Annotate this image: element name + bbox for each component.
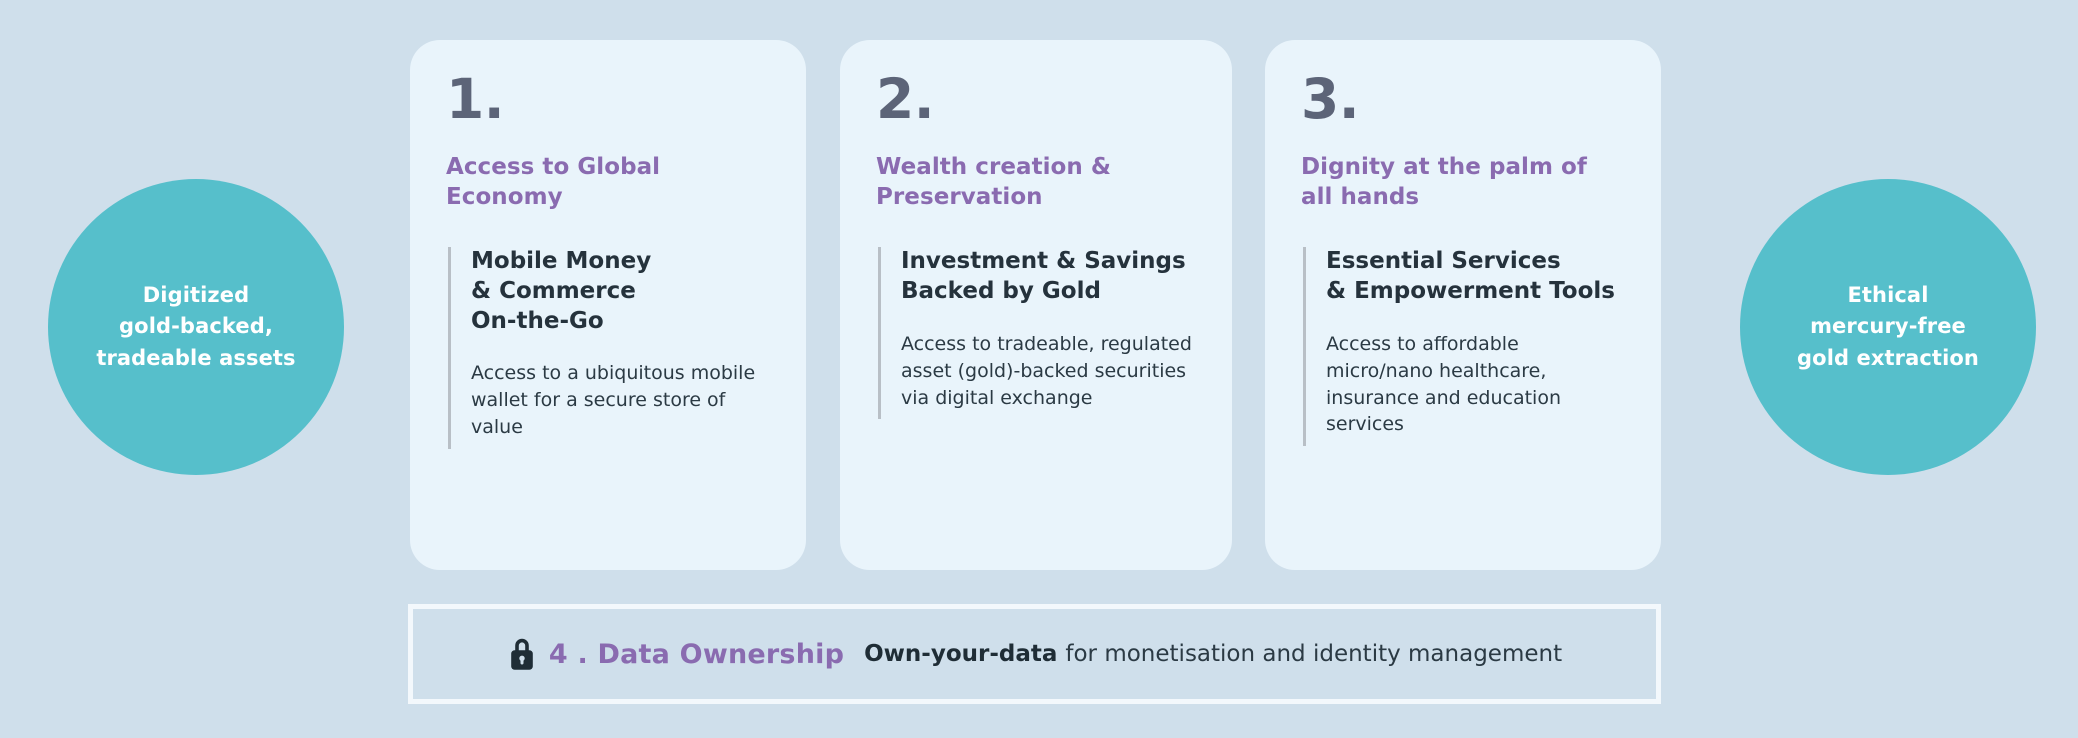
card-2-subtitle: Investment & Savings Backed by Gold (901, 247, 1186, 304)
card-1-title: Access to Global Economy (446, 154, 661, 210)
value-card-2: 2. Wealth creation & Preservation Invest… (840, 40, 1232, 570)
card-3-number: 3. (1301, 67, 1360, 131)
left-teal-circle: Digitized gold-backed, tradeable assets (48, 179, 344, 475)
card-2-body: Investment & Savings Backed by Gold Acce… (878, 246, 1196, 420)
card-1-body: Mobile Money & Commerce On-the-Go Access… (448, 246, 770, 450)
bar-rest-text: for monetisation and identity management (1065, 641, 1563, 667)
bar-strong-text: Own-your-data (864, 641, 1058, 667)
card-1-description: Access to a ubiquitous mobile wallet for… (471, 362, 756, 439)
card-3-subtitle: Essential Services & Empowerment Tools (1326, 247, 1615, 304)
right-teal-circle: Ethical mercury-free gold extraction (1740, 179, 2036, 475)
card-2-title: Wealth creation & Preservation (876, 154, 1111, 210)
card-2-number: 2. (876, 67, 935, 131)
card-1-number: 1. (446, 67, 505, 131)
card-3-body: Essential Services & Empowerment Tools A… (1303, 246, 1625, 447)
value-card-1: 1. Access to Global Economy Mobile Money… (410, 40, 806, 570)
value-card-3: 3. Dignity at the palm of all hands Esse… (1265, 40, 1661, 570)
lock-icon (507, 636, 537, 672)
card-2-description: Access to tradeable, regulated asset (go… (901, 332, 1192, 409)
right-circle-label: Ethical mercury-free gold extraction (1797, 283, 1979, 370)
card-3-description: Access to affordable micro/nano healthca… (1326, 332, 1561, 436)
card-1-subtitle: Mobile Money & Commerce On-the-Go (471, 247, 652, 334)
bar-number-label: 4 . Data Ownership (548, 638, 845, 670)
left-circle-label: Digitized gold-backed, tradeable assets (96, 283, 296, 370)
data-ownership-bar: 4 . Data Ownership Own-your-data for mon… (408, 604, 1661, 704)
card-3-title: Dignity at the palm of all hands (1301, 154, 1587, 210)
